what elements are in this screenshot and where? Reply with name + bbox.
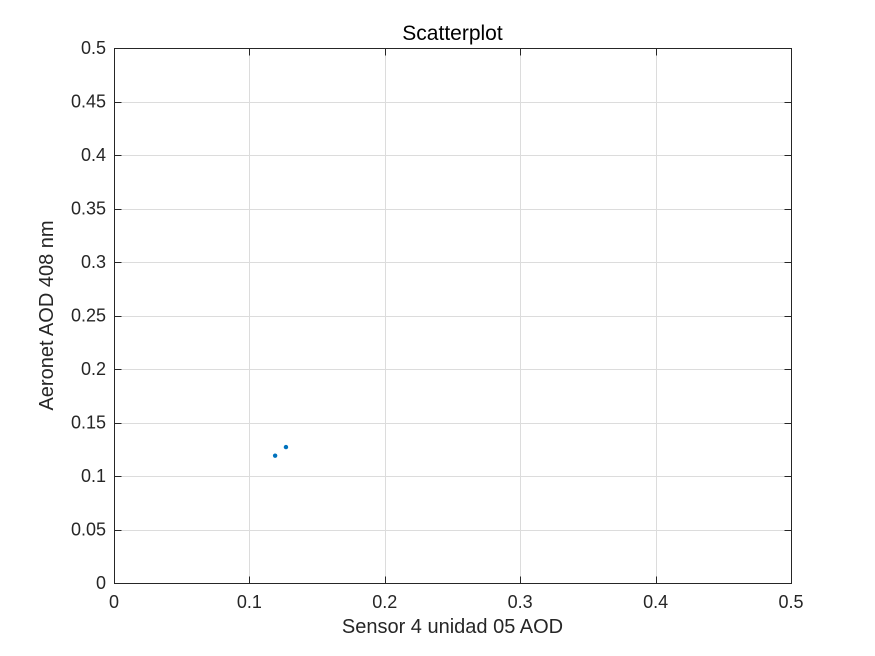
y-tick-label: 0.2: [81, 359, 106, 379]
y-tick-label: 0: [96, 573, 106, 593]
grid: [114, 48, 791, 583]
chart-title: Scatterplot: [402, 22, 503, 45]
x-tick-label: 0: [109, 592, 119, 612]
y-tick-label: 0.4: [81, 145, 106, 165]
x-tick-label: 0.5: [778, 592, 803, 612]
y-tick-label: 0.35: [71, 199, 106, 219]
data-point: [283, 444, 289, 450]
plot-area: [114, 48, 791, 583]
x-tick-label: 0.4: [643, 592, 668, 612]
y-axis-title: Aeronet AOD 408 nm: [36, 220, 58, 410]
data-point: [272, 453, 278, 458]
y-tick-label: 0.45: [71, 92, 106, 112]
y-tick-label: 0.15: [71, 413, 106, 433]
y-tick-label: 0.5: [81, 38, 106, 58]
x-tick-label: 0.2: [372, 592, 397, 612]
x-axis-title: Sensor 4 unidad 05 AOD: [342, 616, 563, 638]
x-axis-tick-labels: 0 0.1 0.2 0.3 0.4 0.5: [109, 592, 804, 612]
x-tick-label: 0.3: [508, 592, 533, 612]
tick-marks: [114, 48, 792, 584]
y-tick-label: 0.3: [81, 252, 106, 272]
x-tick-label: 0.1: [237, 592, 262, 612]
y-axis-tick-labels: 0 0.05 0.1 0.15 0.2 0.25 0.3 0.35 0.4 0.45 0.5: [71, 38, 106, 593]
y-tick-label: 0.05: [71, 520, 106, 540]
data-points: [272, 444, 289, 458]
y-tick-label: 0.25: [71, 306, 106, 326]
y-tick-label: 0.1: [81, 466, 106, 486]
